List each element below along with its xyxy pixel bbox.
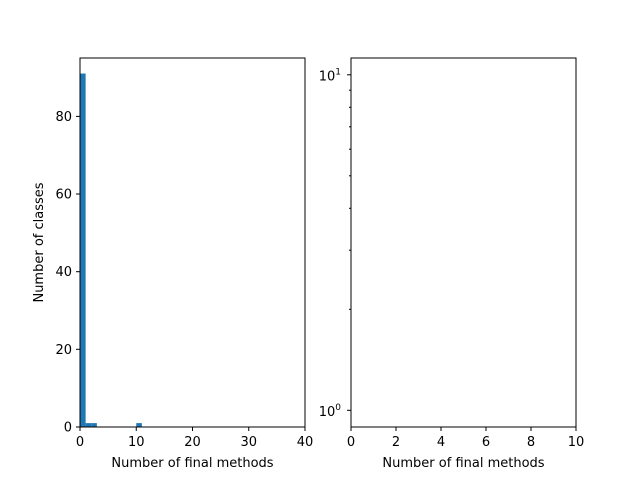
- left-x-ticks: 0 10 20 30 40: [76, 427, 313, 450]
- left-x-tick-label: 0: [76, 435, 84, 450]
- histogram-bar: [91, 423, 97, 427]
- left-y-axis-label: Number of classes: [32, 182, 47, 302]
- left-axes: 0 10 20 30 40 0 20 40 60 80 Number of fi…: [32, 57, 313, 471]
- histogram-bar: [85, 423, 92, 427]
- right-x-axis-label: Number of final methods: [382, 456, 544, 471]
- left-y-tick-label: 40: [55, 265, 72, 280]
- right-y-ticks: 100 101: [319, 68, 351, 420]
- right-x-tick-label: 0: [347, 435, 355, 450]
- histogram-bar: [80, 73, 86, 428]
- right-y-tick-label: 101: [319, 68, 341, 85]
- right-x-tick-label: 6: [482, 435, 490, 450]
- left-x-tick-label: 10: [128, 435, 145, 450]
- histogram-bar: [136, 423, 142, 427]
- left-y-tick-label: 80: [55, 110, 72, 125]
- right-x-ticks: 0 2 4 6 8 10: [347, 427, 584, 450]
- left-y-tick-label: 60: [55, 188, 72, 203]
- left-y-tick-label: 20: [55, 343, 72, 358]
- left-y-tick-label: 0: [64, 421, 72, 436]
- right-x-tick-label: 4: [437, 435, 445, 450]
- right-axes-frame: [350, 57, 577, 428]
- left-x-axis-label: Number of final methods: [111, 456, 273, 471]
- right-x-tick-label: 8: [527, 435, 535, 450]
- left-x-tick-label: 20: [184, 435, 201, 450]
- right-y-tick-label: 100: [319, 403, 342, 420]
- right-x-tick-label: 10: [568, 435, 585, 450]
- left-x-tick-label: 30: [240, 435, 257, 450]
- left-x-tick-label: 40: [297, 435, 314, 450]
- left-axes-frame: [79, 57, 306, 428]
- right-axes: 0 2 4 6 8 10 100 101 Number of final met…: [319, 57, 584, 471]
- right-x-tick-label: 2: [392, 435, 400, 450]
- left-y-ticks: 0 20 40 60 80: [55, 110, 80, 436]
- left-bars: [80, 73, 142, 428]
